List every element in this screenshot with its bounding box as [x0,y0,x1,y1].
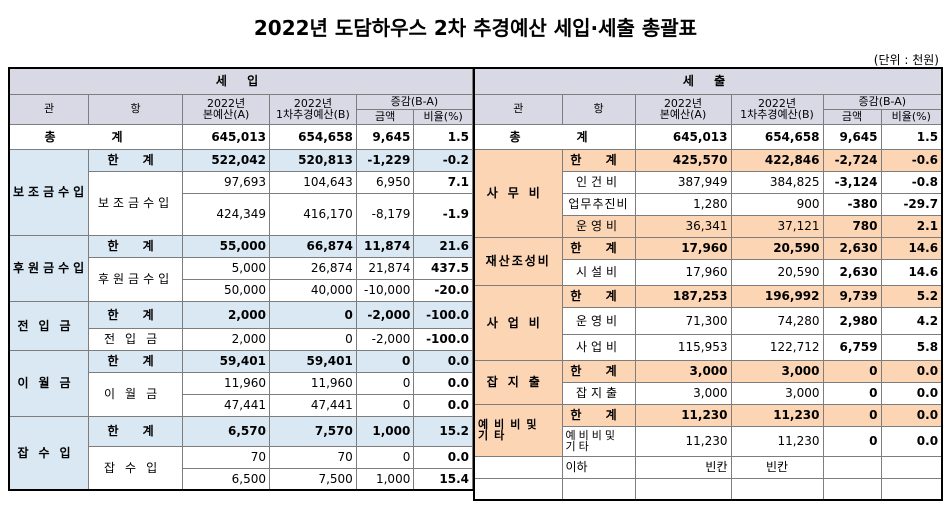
table-row: 시설비 17,960 20,590 2,630 14.6 [474,258,943,286]
table-row: 잡지출 3,000 3,000 0 0.0 [474,381,943,405]
col-revised: 2022년 1차추경예산(B) [268,93,357,125]
expense-table: 세 출 관 항 2022년 본예산(A) 2022년 1차추경예산(B) 증감(B-… [473,67,944,501]
table-row: 잡지출 한 계 3,000 3,000 0 0.0 [473,359,943,405]
table-row: 전입금 한 계 2,000 0 -2,000 -100.0 [8,300,473,351]
table-row: 이하 빈칸 빈칸 [473,455,943,479]
table-row: 사업비 한 계 187,253 196,992 9,739 5.2 [473,284,943,361]
table-row: 424,349 416,170 -8,179 -1.9 [9,192,473,236]
table-row: 사무비 한 계 425,570 422,846 -2,724 -0.6 [473,148,943,238]
table-row: 잡수입 한 계 6,570 7,570 1,000 15.2 [8,415,473,491]
table-row: 업무추진비 1,280 900 -380 -29.7 [474,192,943,216]
table-row: 보조금수입 한 계 522,042 520,813 -1,229 -0.2 [8,148,473,236]
table-row: 재산조성비 한 계 17,960 20,590 2,630 14.6 [473,236,943,286]
table-row: 사업비 115,953 122,712 6,759 5.8 [474,333,943,361]
col-diff: 증감(B-A) [355,93,474,110]
table-row: 예비비및 기타 11,230 11,230 0 0.0 [474,425,943,457]
col-ratio: 비율(%) [413,108,473,125]
unit-note: (단위 : 천원) [873,53,939,67]
table-row: 전입금 2,000 0 -2,000 -100.0 [9,327,473,351]
col-original: 2022년 본예산(A) [182,93,270,125]
table-row: 이월금 한 계 59,401 59,401 0 0.0 [8,349,473,417]
table-row: 보조금수입 97,693 104,643 6,950 7.1 [9,170,473,236]
table-row: 이월금 11,960 11,960 0 0.0 [9,371,473,417]
expense-header: 세 출 [473,67,943,95]
table-row: 운영비 71,300 74,280 2,980 4.2 [474,306,943,335]
income-header: 세 입 [8,67,473,95]
table-row: 후원금수입 한 계 55,000 66,874 11,874 21.6 [8,234,473,302]
table-row: 6,500 7,500 1,000 15.4 [9,467,473,491]
col-gwan: 관 [8,93,89,125]
table-row: 47,441 47,441 0 0.0 [9,393,473,417]
income-table: 세 입 관 항 2022년 본예산(A) 2022년 1차추경예산(B) 증감(B-… [8,67,474,491]
table-row [473,477,943,501]
col-hang: 항 [87,93,184,125]
table-row: 예비비및 기타 한 계 11,230 11,230 0 0.0 [473,403,943,457]
page-title: 2022년 도담하우스 2차 추경예산 세입·세출 총괄표 [253,16,698,40]
col-amount: 금액 [355,108,415,125]
